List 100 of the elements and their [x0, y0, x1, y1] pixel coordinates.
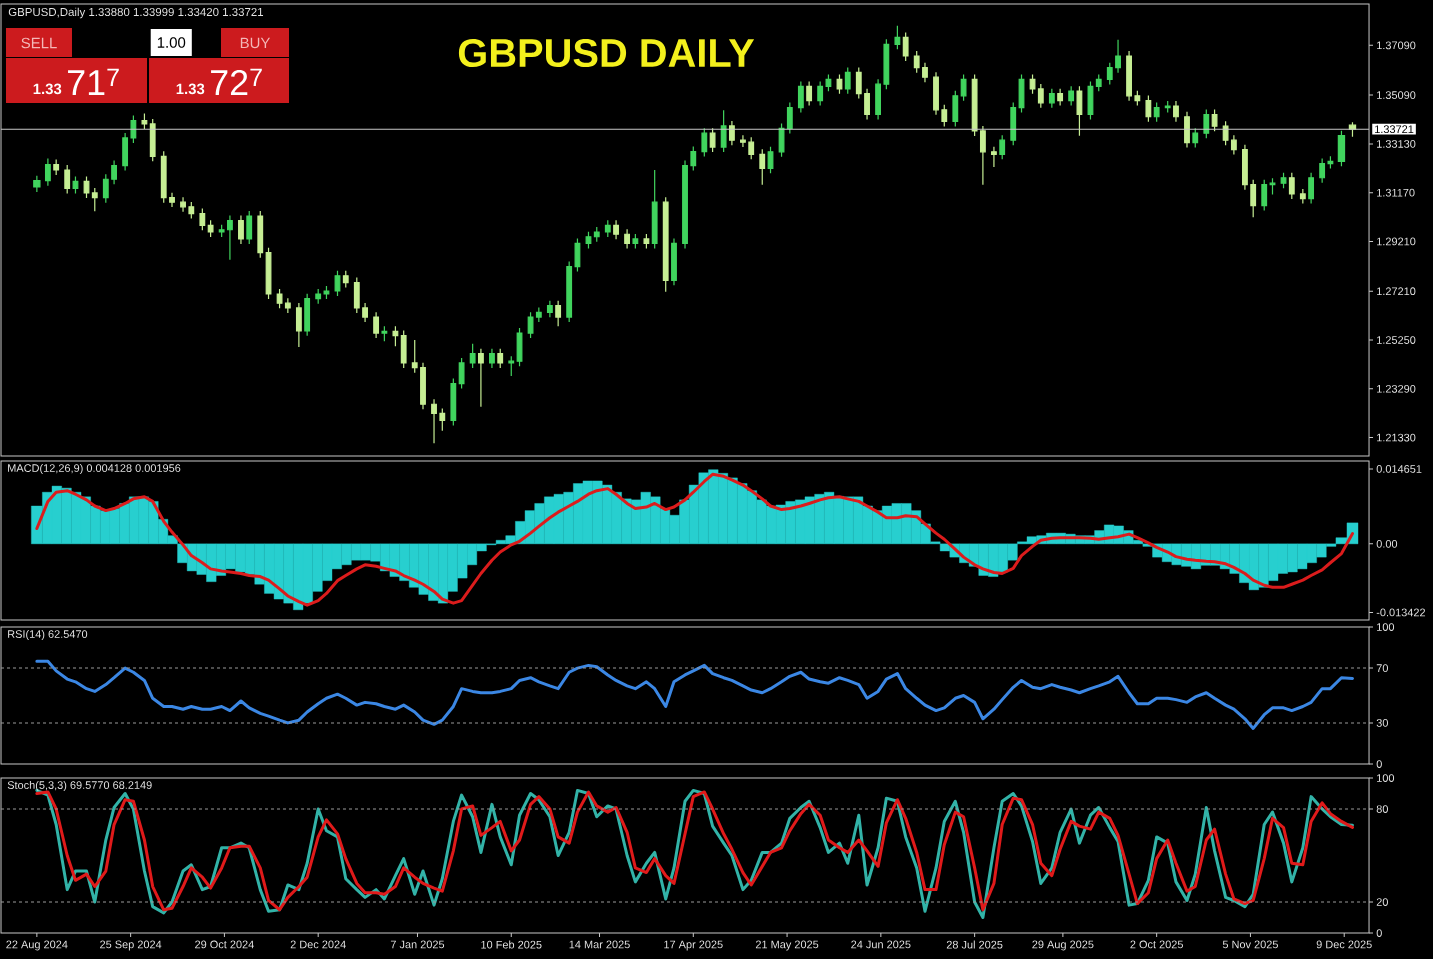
candlestick [304, 293, 311, 337]
candlestick [381, 325, 388, 342]
candlestick [1308, 172, 1315, 205]
annotation: 1.00 [157, 37, 186, 48]
candlestick [1134, 90, 1141, 107]
x-tick-label: 29 Aug 2025 [1032, 940, 1094, 951]
candlestick [295, 302, 302, 348]
candlestick [1230, 134, 1237, 156]
candlestick [1299, 188, 1306, 205]
annotation: BUY [240, 37, 271, 49]
candlestick [323, 285, 330, 300]
candlestick [265, 247, 272, 300]
candlestick [450, 378, 457, 426]
candlestick [478, 348, 484, 408]
x-tick-label: 7 Jan 2025 [390, 940, 445, 949]
candlestick [991, 146, 997, 168]
chart-title: Stoch(5,3,3) 69.5770 68.2149 [7, 780, 152, 792]
candlestick [149, 118, 156, 162]
candlestick [33, 175, 41, 193]
candlestick [759, 148, 766, 186]
candlestick [662, 196, 669, 293]
candlestick [1192, 127, 1199, 149]
candlestick [508, 355, 515, 377]
chart-subtitle: GBPUSD,Daily 1.33880 1.33999 1.33420 1.33721 [8, 7, 264, 19]
candlestick [1242, 144, 1248, 191]
candlestick [709, 127, 716, 153]
candlestick [632, 233, 639, 250]
candlestick [913, 50, 920, 74]
y-tick-label: 20 [1376, 898, 1388, 906]
chart-title: RSI(14) 62.5470 [8, 629, 88, 641]
candlestick [130, 114, 137, 144]
candlestick [1269, 177, 1276, 196]
candlestick [643, 233, 650, 250]
candlestick [207, 219, 214, 238]
candlestick [1010, 101, 1017, 146]
y-tick-label: 1.31170 [1377, 188, 1415, 197]
line-series [35, 659, 1354, 730]
x-tick-label: 5 Nov 2025 [1222, 940, 1278, 949]
candlestick [64, 164, 71, 195]
candlestick [1250, 179, 1257, 218]
y-tick-label: 1.33130 [1377, 140, 1416, 148]
candlestick [844, 66, 851, 95]
candlestick [1106, 62, 1113, 85]
candlestick [786, 101, 793, 135]
y-tick-label: 0 [1376, 929, 1382, 937]
y-tick-label: -0.013422 [1376, 608, 1426, 617]
candlestick [817, 80, 824, 107]
candlestick [933, 71, 939, 116]
x-tick-label: 2 Oct 2025 [1130, 940, 1183, 949]
candlestick [1261, 179, 1268, 212]
candlestick [180, 196, 186, 213]
candlestick [922, 62, 928, 83]
candlestick [748, 136, 755, 160]
candlestick [1126, 50, 1132, 102]
x-tick-label: 14 Mar 2025 [569, 940, 630, 949]
candlestick [284, 297, 291, 314]
candlestick [342, 270, 349, 289]
candlestick [875, 78, 881, 121]
y-tick-label: 0 [1376, 760, 1382, 768]
candlestick [111, 159, 117, 185]
candlestick [1029, 73, 1036, 95]
y-tick-label: 100 [1377, 623, 1395, 631]
candlestick [701, 127, 708, 158]
candlestick [740, 134, 746, 148]
x-tick-label: 25 Sep 2024 [100, 940, 162, 951]
annotation: 72$^{7}$ [211, 68, 262, 95]
candlestick [257, 210, 264, 259]
candlestick [411, 339, 418, 374]
candlestick [458, 357, 465, 390]
candlestick [864, 88, 870, 121]
candlestick [420, 362, 426, 410]
candlestick [1057, 88, 1064, 107]
candlestick [1211, 108, 1218, 132]
candlestick [797, 80, 804, 114]
annotation: SELL [21, 37, 57, 49]
annotation: 1.33 [176, 83, 205, 95]
candlestick [44, 157, 51, 187]
candlestick [1068, 85, 1075, 107]
candlestick [902, 31, 909, 62]
y-tick-label: 80 [1376, 805, 1388, 813]
x-tick-label: 29 Oct 2024 [195, 940, 254, 949]
candlestick [1095, 73, 1102, 92]
candlestick [624, 228, 631, 250]
candlestick [122, 132, 129, 172]
candlestick [1037, 83, 1044, 109]
candlestick [431, 398, 437, 444]
candlestick [671, 237, 677, 286]
annotation: 1.33 [33, 83, 62, 95]
x-tick-label: 17 Apr 2025 [664, 940, 723, 951]
y-tick-label: 1.27210 [1377, 287, 1416, 296]
candlestick [91, 187, 98, 212]
y-tick-label: 1.25250 [1377, 336, 1416, 344]
text: GBPUSD DAILY [458, 38, 755, 68]
candlestick [527, 311, 534, 339]
candlestick [720, 109, 727, 153]
candlestick [555, 300, 562, 327]
candlestick [566, 261, 573, 323]
candlestick [778, 122, 785, 158]
candlestick [1076, 85, 1083, 137]
candlestick [315, 288, 322, 305]
